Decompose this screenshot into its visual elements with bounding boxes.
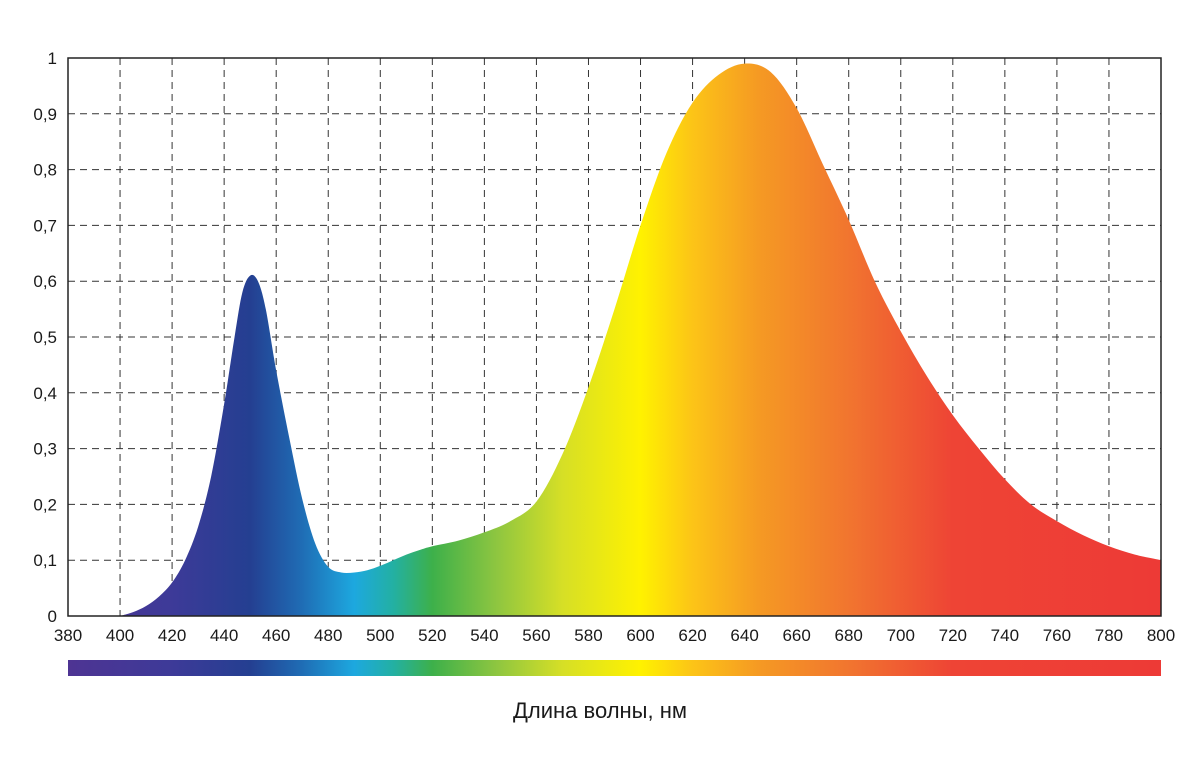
x-tick-label: 780 (1095, 626, 1123, 645)
y-tick-label: 0,5 (33, 328, 57, 347)
x-axis-title: Длина волны, нм (512, 698, 687, 723)
x-tick-label: 660 (782, 626, 810, 645)
x-tick-label: 760 (1043, 626, 1071, 645)
x-tick-label: 640 (730, 626, 758, 645)
y-tick-label: 0,7 (33, 216, 57, 235)
x-tick-label: 700 (887, 626, 915, 645)
x-tick-label: 480 (314, 626, 342, 645)
x-tick-label: 440 (210, 626, 238, 645)
y-tick-label: 0,6 (33, 272, 57, 291)
y-tick-label: 0,4 (33, 384, 57, 403)
x-tick-label: 620 (678, 626, 706, 645)
x-tick-label: 500 (366, 626, 394, 645)
x-axis-ticks: 380 400 420 440 460 480 500 520 540 560 580 600 620 6… (54, 626, 1175, 645)
y-tick-label: 0,2 (33, 495, 57, 514)
x-tick-label: 560 (522, 626, 550, 645)
x-tick-label: 420 (158, 626, 186, 645)
y-tick-label: 1 (48, 49, 57, 68)
x-tick-label: 580 (574, 626, 602, 645)
x-tick-label: 600 (626, 626, 654, 645)
color-spectrum-bar (68, 660, 1161, 676)
x-tick-label: 740 (991, 626, 1019, 645)
x-tick-label: 680 (835, 626, 863, 645)
x-tick-label: 460 (262, 626, 290, 645)
x-tick-label: 720 (939, 626, 967, 645)
y-tick-label: 0,1 (33, 551, 57, 570)
x-tick-label: 540 (470, 626, 498, 645)
spectrum-area (120, 63, 1161, 616)
x-tick-label: 380 (54, 626, 82, 645)
y-axis-ticks: 0 0,1 0,2 0,3 0,4 0,5 0,6 0,7 0,8 0,9 1 (33, 49, 57, 626)
plot-frame (67, 57, 1162, 617)
y-tick-label: 0,8 (33, 161, 57, 180)
y-tick-label: 0 (48, 607, 57, 626)
x-tick-label: 400 (106, 626, 134, 645)
x-tick-label: 520 (418, 626, 446, 645)
y-tick-label: 0,9 (33, 105, 57, 124)
x-tick-label: 800 (1147, 626, 1175, 645)
y-tick-label: 0,3 (33, 440, 57, 459)
